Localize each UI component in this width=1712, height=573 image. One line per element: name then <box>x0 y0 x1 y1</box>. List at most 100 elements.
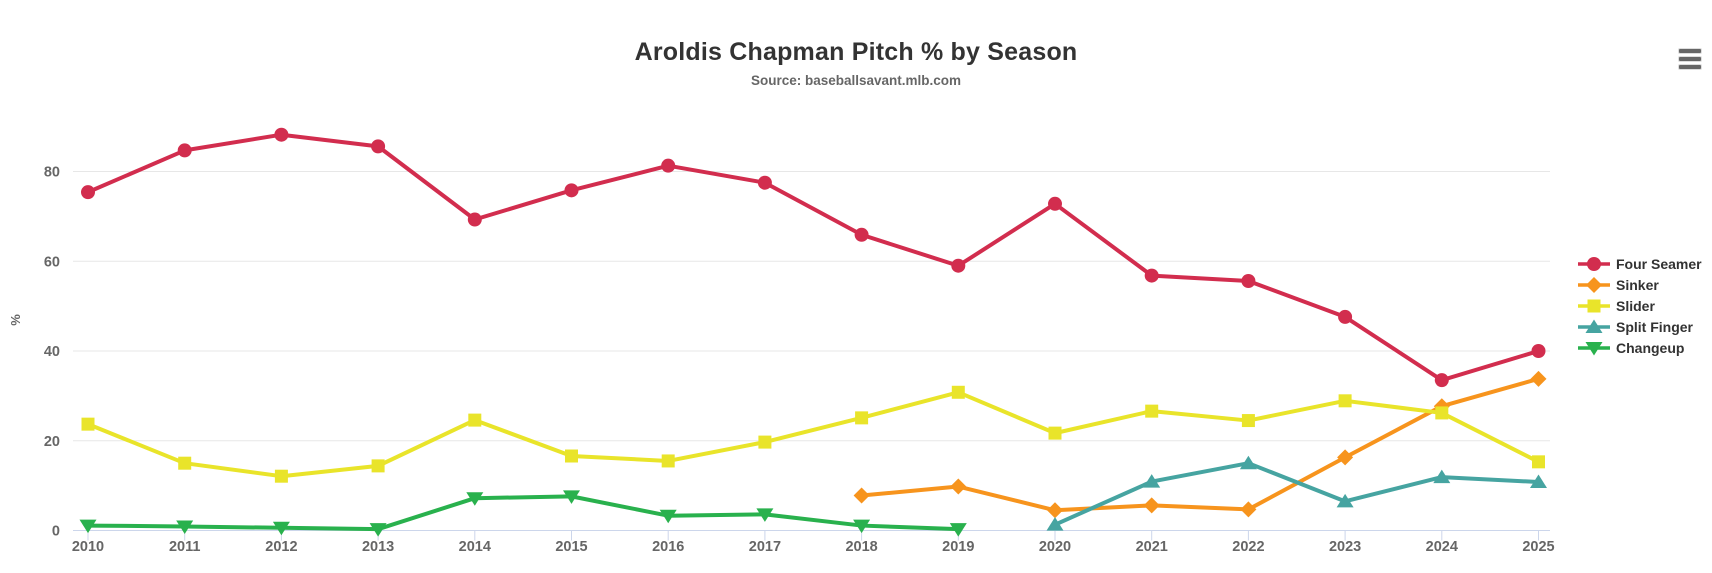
series-line-split-finger <box>1053 461 1541 527</box>
x-axis-tick-label: 2013 <box>362 539 394 555</box>
x-axis-tick-label: 2010 <box>72 539 104 555</box>
triangle-down-marker <box>949 523 967 537</box>
triangle-down-marker <box>659 509 677 524</box>
square-marker <box>1587 299 1601 312</box>
triangle-down-marker <box>563 490 580 504</box>
square-marker <box>661 454 675 468</box>
chart-context-menu-button[interactable] <box>1674 44 1706 74</box>
x-axis-tick-label: 2025 <box>1522 539 1554 555</box>
y-axis-tick-label: 60 <box>44 254 60 270</box>
circle-marker <box>564 183 579 198</box>
x-axis-tick-label: 2014 <box>459 539 491 555</box>
circle-marker <box>951 258 966 273</box>
legend-item-sinker[interactable]: Sinker <box>1577 274 1702 295</box>
triangle-up-marker <box>1239 455 1257 470</box>
x-axis-tick-label: 2018 <box>845 539 877 555</box>
legend-label: Sinker <box>1616 276 1659 293</box>
triangle-down-marker <box>1585 341 1603 355</box>
series-four-seamer <box>81 127 1546 388</box>
series-changeup <box>79 490 967 537</box>
chart-title: Aroldis Chapman Pitch % by Season <box>634 38 1078 66</box>
legend-item-slider[interactable]: Slider <box>1577 295 1702 316</box>
circle-marker <box>177 143 192 158</box>
circle-marker <box>1531 344 1546 358</box>
hamburger-menu-icon <box>1677 49 1703 69</box>
square-marker <box>1145 404 1159 418</box>
x-axis-tick-label: 2017 <box>749 539 781 555</box>
y-axis-tick-label: 0 <box>52 524 60 540</box>
circle-marker <box>1144 268 1159 283</box>
triangle-down-marker <box>369 523 387 537</box>
circle-marker <box>274 127 289 142</box>
triangle-up-marker <box>1336 493 1354 508</box>
changeup-legend-triangle-down-icon <box>1578 341 1610 355</box>
triangle-down-marker <box>79 519 97 534</box>
circle-marker <box>854 227 869 242</box>
circle-marker <box>467 212 482 227</box>
circle-marker <box>757 175 772 190</box>
legend-label: Slider <box>1616 297 1655 314</box>
square-marker <box>178 456 192 470</box>
square-marker <box>1241 414 1255 428</box>
square-marker <box>1532 455 1545 469</box>
legend-label: Split Finger <box>1616 318 1693 335</box>
x-axis-tick-label: 2020 <box>1039 539 1071 555</box>
y-axis-title: % <box>8 314 23 326</box>
square-marker <box>855 411 869 425</box>
square-marker <box>274 469 288 483</box>
circle-marker <box>661 158 676 173</box>
diamond-marker <box>950 478 967 495</box>
series-line-sinker <box>859 376 1541 513</box>
circle-marker <box>1434 373 1449 388</box>
y-axis-tick-label: 80 <box>44 165 60 181</box>
square-marker <box>1435 406 1449 420</box>
series-sinker <box>853 370 1547 519</box>
legend-item-split-finger[interactable]: Split Finger <box>1577 316 1702 337</box>
square-marker <box>951 385 965 399</box>
diamond-marker <box>1586 276 1602 293</box>
four-seamer-legend-circle-icon <box>1578 256 1610 271</box>
square-marker <box>1048 426 1062 440</box>
diamond-marker <box>1337 449 1354 466</box>
diamond-marker <box>853 487 870 504</box>
y-axis-tick-label: 40 <box>44 344 60 360</box>
legend-label: Changeup <box>1616 339 1685 356</box>
diamond-marker <box>1047 502 1063 519</box>
slider-legend-square-icon <box>1578 299 1610 312</box>
square-marker <box>1338 394 1352 408</box>
square-marker <box>81 417 95 431</box>
x-axis-tick-label: 2011 <box>169 539 200 555</box>
legend-item-four-seamer[interactable]: Four Seamer <box>1577 253 1702 274</box>
y-axis-tick-label: 20 <box>44 434 60 450</box>
circle-marker <box>1587 256 1601 271</box>
series-line-four-seamer <box>86 132 1541 383</box>
x-axis-tick-label: 2012 <box>265 539 297 555</box>
x-axis-tick-label: 2015 <box>555 539 587 555</box>
triangle-down-marker <box>756 508 774 522</box>
square-marker <box>565 449 578 463</box>
square-marker <box>468 413 482 427</box>
diamond-marker <box>1530 370 1547 387</box>
square-marker <box>371 459 385 473</box>
sinker-legend-diamond-icon <box>1578 276 1610 293</box>
diamond-marker <box>1240 501 1257 518</box>
series-slider <box>81 385 1545 483</box>
triangle-up-marker <box>1433 469 1451 484</box>
x-axis-tick-label: 2024 <box>1426 539 1458 555</box>
triangle-up-marker <box>1143 474 1161 488</box>
split-finger-legend-triangle-up-icon <box>1578 319 1610 333</box>
legend-label: Four Seamer <box>1616 255 1702 272</box>
x-axis-tick-label: 2019 <box>942 539 974 555</box>
diamond-marker <box>1143 497 1160 514</box>
x-axis-tick-label: 2021 <box>1136 539 1168 555</box>
series-line-slider <box>86 390 1541 479</box>
triangle-down-marker <box>272 521 290 536</box>
triangle-up-marker <box>1585 319 1603 333</box>
x-axis-tick-label: 2022 <box>1232 539 1264 555</box>
circle-marker <box>1048 196 1062 211</box>
chart-subtitle: Source: baseballsavant.mlb.com <box>750 73 962 88</box>
legend-item-changeup[interactable]: Changeup <box>1577 337 1702 358</box>
circle-marker <box>81 185 95 200</box>
